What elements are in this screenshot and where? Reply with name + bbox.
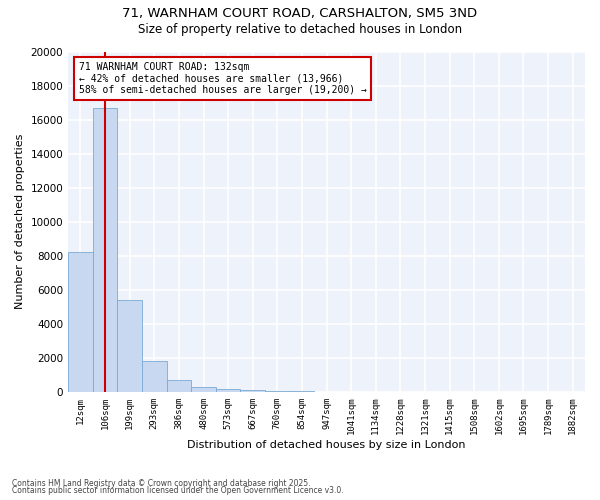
Bar bbox=[68, 252, 93, 392]
Y-axis label: Number of detached properties: Number of detached properties bbox=[15, 134, 25, 310]
Text: Size of property relative to detached houses in London: Size of property relative to detached ho… bbox=[138, 22, 462, 36]
Bar bbox=[142, 362, 167, 392]
Bar bbox=[241, 390, 265, 392]
Text: 71 WARNHAM COURT ROAD: 132sqm
← 42% of detached houses are smaller (13,966)
58% : 71 WARNHAM COURT ROAD: 132sqm ← 42% of d… bbox=[79, 62, 367, 95]
Bar bbox=[118, 300, 142, 392]
X-axis label: Distribution of detached houses by size in London: Distribution of detached houses by size … bbox=[187, 440, 466, 450]
Bar bbox=[265, 391, 290, 392]
Bar bbox=[93, 108, 118, 392]
Bar bbox=[191, 387, 216, 392]
Text: Contains HM Land Registry data © Crown copyright and database right 2025.: Contains HM Land Registry data © Crown c… bbox=[12, 478, 311, 488]
Text: Contains public sector information licensed under the Open Government Licence v3: Contains public sector information licen… bbox=[12, 486, 344, 495]
Text: 71, WARNHAM COURT ROAD, CARSHALTON, SM5 3ND: 71, WARNHAM COURT ROAD, CARSHALTON, SM5 … bbox=[122, 8, 478, 20]
Bar bbox=[216, 388, 241, 392]
Bar bbox=[167, 380, 191, 392]
